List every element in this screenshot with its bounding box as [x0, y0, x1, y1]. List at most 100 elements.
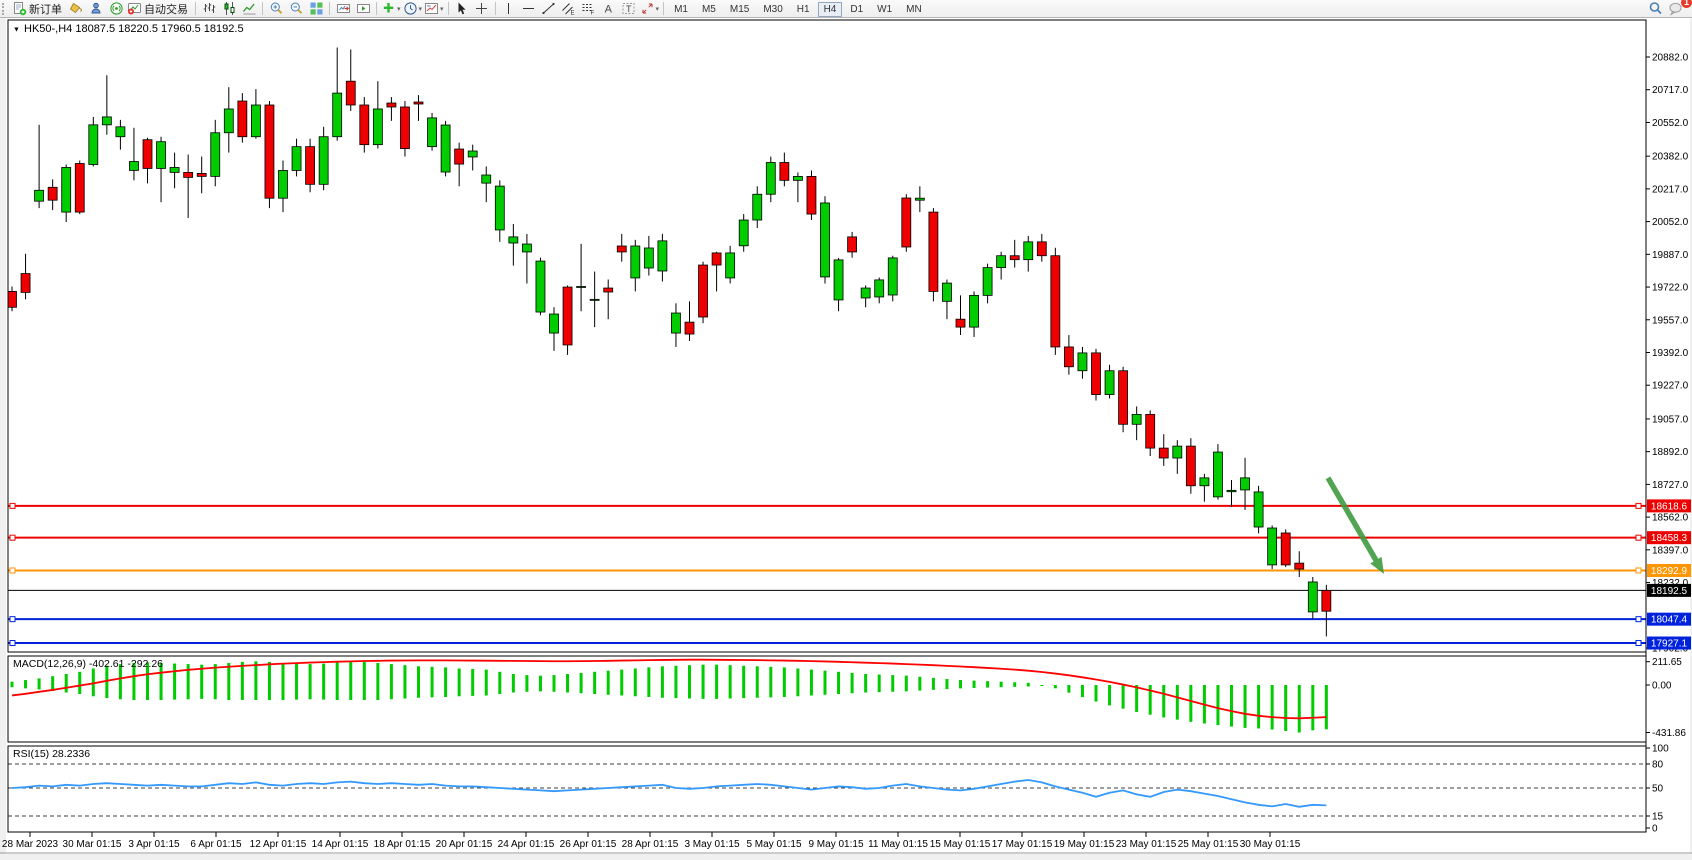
timeframe-button-m30[interactable]: M30 [763, 3, 783, 15]
text-label-tool-button[interactable]: T [619, 1, 639, 17]
macd-histogram-bar [430, 666, 434, 698]
chart-template-button[interactable]: ▾ [423, 1, 445, 17]
line-chart-button[interactable] [239, 1, 259, 17]
fibonacci-icon: F [582, 4, 595, 16]
candle-body [101, 116, 112, 126]
fibonacci-tool-button[interactable]: F [579, 1, 599, 17]
new-order-label: 新订单 [29, 3, 62, 16]
equidistant-channel-tool-button[interactable]: E [559, 1, 579, 17]
timeframe-button-d1[interactable]: D1 [850, 3, 864, 15]
dropdown-caret-icon: ▾ [418, 5, 423, 13]
candle-body [684, 321, 695, 335]
candle-body [115, 126, 126, 138]
candle-body [833, 259, 844, 301]
candle-body [657, 240, 668, 272]
macd-histogram-bar [579, 672, 583, 694]
level-price-badge-label: 18618.6 [1651, 501, 1688, 512]
timeframe-button-h1[interactable]: H1 [796, 3, 810, 15]
tile-windows-button[interactable] [306, 1, 326, 17]
text-tool-button[interactable]: A [599, 1, 619, 17]
candlestick-chart-button[interactable] [219, 1, 239, 17]
cursor-tool-button[interactable] [452, 1, 472, 17]
candle-body [874, 279, 885, 298]
period-clock-icon [403, 2, 417, 15]
time-tick-label: 25 May 01:15 [1178, 839, 1239, 850]
macd-histogram-bar [647, 667, 651, 697]
candle-body [1118, 370, 1128, 425]
macd-histogram-bar [660, 666, 664, 698]
chart-template-icon [425, 3, 439, 14]
candle-body [359, 104, 370, 146]
timeframe-button-m5[interactable]: M5 [701, 3, 716, 15]
candle-body [589, 298, 600, 301]
candle-body [982, 267, 993, 296]
timeframe-button-w1[interactable]: W1 [877, 3, 893, 15]
macd-histogram-bar [349, 661, 353, 700]
chat-button[interactable]: 1 [1666, 0, 1692, 17]
horizontal-line-tool-button[interactable] [519, 1, 539, 17]
level-price-badge [1647, 531, 1691, 545]
time-tick-label: 24 Apr 01:15 [498, 839, 555, 850]
bar-chart-icon [203, 3, 215, 13]
candle-body [413, 101, 424, 105]
macd-histogram-bar [620, 669, 624, 696]
candle-body [508, 236, 519, 244]
timeframe-button-h4[interactable]: H4 [817, 1, 843, 17]
search-icon [1649, 2, 1662, 15]
price-tick-label: 20217.0 [1652, 184, 1689, 195]
macd-histogram-bar [701, 664, 705, 699]
new-order-button[interactable]: 新订单 [11, 1, 66, 17]
zoom-in-button[interactable] [266, 1, 286, 17]
crosshair-tool-button[interactable] [472, 1, 492, 17]
candle-body [928, 211, 939, 292]
candle-body [1213, 451, 1223, 498]
timeframe-button-m15[interactable]: M15 [729, 3, 750, 15]
timeframe-button-m1[interactable]: M1 [674, 3, 688, 15]
timeframe-button-mn[interactable]: MN [906, 3, 922, 15]
arrow-objects-icon [642, 3, 653, 14]
candle-body [765, 162, 776, 195]
candle-body [860, 287, 871, 299]
time-tick-label: 15 May 01:15 [930, 839, 991, 850]
candle-body [603, 287, 614, 293]
candle-body [1036, 241, 1047, 257]
auto-trading-button[interactable]: 自动交易 [126, 1, 192, 17]
candle-body [1145, 413, 1156, 449]
candle-body [440, 124, 451, 173]
time-tick-label: 14 Apr 01:15 [312, 839, 369, 850]
vertical-line-icon [508, 3, 510, 14]
chart-shift-button[interactable] [333, 1, 353, 17]
arrow-objects-button[interactable]: ▾ [639, 1, 661, 17]
macd-histogram-bar [484, 669, 488, 696]
auto-scroll-button[interactable] [353, 1, 373, 17]
candle-body [1240, 477, 1250, 491]
macd-histogram-bar [417, 666, 420, 698]
publish-user-button[interactable] [86, 1, 106, 17]
candle-body [725, 252, 736, 279]
toolbar-separator [262, 2, 263, 15]
candle-body [549, 313, 559, 334]
macd-histogram-bar [1216, 685, 1220, 726]
macd-histogram-bar [10, 681, 14, 688]
crosshair-icon [476, 3, 488, 14]
macd-histogram-bar [877, 674, 881, 693]
candle-body [1199, 477, 1210, 487]
zoom-out-button[interactable] [286, 1, 306, 17]
period-clock-button[interactable]: ▾ [402, 1, 424, 17]
add-indicator-button[interactable]: ▾ [380, 1, 402, 17]
macd-label: MACD(12,26,9) -402.61 -292.26 [13, 658, 163, 670]
vertical-line-tool-button[interactable] [499, 1, 519, 17]
time-tick-label: 12 Apr 01:15 [250, 839, 307, 850]
trendline-tool-button[interactable] [539, 1, 559, 17]
signals-button[interactable] [106, 1, 126, 17]
paint-bucket-button[interactable] [66, 1, 86, 17]
bar-chart-button[interactable] [199, 1, 219, 17]
search-button[interactable] [1646, 1, 1666, 17]
timeframe-group: M1 M5 M15 M30 H1 H4 D1 W1 MN [667, 1, 929, 17]
macd-histogram-bar [931, 677, 935, 690]
candle-body [1158, 447, 1169, 459]
level-anchor [9, 567, 16, 574]
macd-histogram-bar [782, 667, 786, 697]
price-pane [8, 47, 1646, 647]
